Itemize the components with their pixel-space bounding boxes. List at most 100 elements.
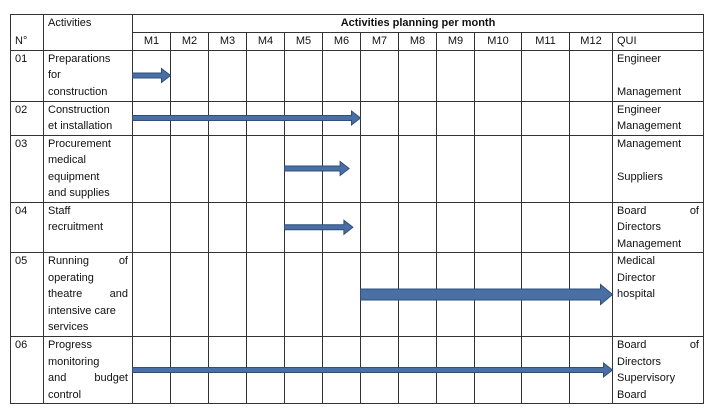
month-header-5: M5 (284, 32, 323, 51)
month-cell (322, 134, 361, 203)
month-cell (208, 134, 247, 203)
qui-cell: Engineer Management (612, 100, 704, 136)
qui-cell: Board of Directors Management (612, 201, 704, 253)
month-header-1: M1 (132, 32, 171, 51)
month-cell (521, 252, 570, 337)
activity-row: 02 Construction et installation Engineer… (10, 100, 704, 136)
month-cell (170, 252, 209, 337)
activity-line: recruitment (48, 221, 104, 233)
row-number: 04 (10, 201, 44, 253)
activity-line: Construction (48, 103, 110, 116)
qui-blank-line (617, 67, 699, 84)
activity-line: operating (48, 271, 94, 284)
month-cell (360, 201, 399, 253)
month-cell (360, 134, 399, 203)
month-cell (208, 336, 247, 404)
month-cell (132, 49, 171, 102)
month-cell (521, 134, 570, 203)
month-header-2: M2 (170, 32, 209, 51)
header-row-months: M1 M2 M3 M4 M5 M6 M7 M8 M9 M10 M11 M12 Q… (11, 32, 704, 51)
month-cell (132, 201, 171, 253)
month-cell (208, 100, 247, 136)
month-cell (284, 336, 323, 404)
activity-row: 06 Progress monitoring and budget contro… (10, 336, 704, 404)
month-cell (521, 49, 570, 102)
month-cell (398, 252, 437, 337)
qui-line: Director (617, 271, 656, 284)
qui-line: Directors (617, 221, 662, 233)
month-cell (398, 100, 437, 136)
month-cell (246, 134, 285, 203)
month-header-7: M7 (360, 32, 399, 51)
month-cell (246, 201, 285, 253)
month-cell (436, 201, 475, 253)
month-cell (360, 49, 399, 102)
activity-row: 05 Running of operating theatre and inte… (10, 252, 704, 337)
month-cell (569, 100, 613, 136)
month-header-12: M12 (569, 32, 613, 51)
activity-cell: Construction et installation (43, 100, 133, 136)
qui-cell: Engineer Management (612, 49, 704, 102)
month-cell (474, 336, 522, 404)
month-cell (132, 100, 171, 136)
month-cell (246, 100, 285, 136)
activity-line: intensive care (48, 304, 116, 317)
activity-line: control (48, 388, 82, 401)
month-cell (284, 201, 323, 253)
qui-line: Board (617, 388, 647, 401)
header-no: N° (10, 14, 44, 51)
month-cell (360, 336, 399, 404)
month-header-4: M4 (246, 32, 285, 51)
month-cell (132, 336, 171, 404)
month-cell (246, 252, 285, 337)
activity-line: medical (48, 154, 86, 166)
month-cell (322, 336, 361, 404)
month-cell (398, 201, 437, 253)
month-cell (569, 336, 613, 404)
qui-line: Management (617, 137, 682, 150)
month-cell (360, 100, 399, 136)
month-cell (322, 201, 361, 253)
activity-cell: Procurement medical equipment and suppli… (43, 134, 133, 203)
activity-line: and budget (48, 372, 128, 384)
qui-line: Management (617, 120, 682, 132)
row-number: 03 (10, 134, 44, 203)
activity-line: Preparations (48, 52, 111, 65)
month-cell (474, 201, 522, 253)
month-cell (284, 100, 323, 136)
header-row-top: N° Activities Activities planning per mo… (10, 14, 704, 51)
qui-line: Medical (617, 255, 655, 267)
month-cell (208, 201, 247, 253)
month-cell (132, 134, 171, 203)
month-cell (474, 252, 522, 337)
activity-cell: Staff recruitment (43, 201, 133, 253)
month-cell (398, 49, 437, 102)
activity-line: et installation (48, 120, 113, 132)
month-cell (521, 100, 570, 136)
month-cell (474, 100, 522, 136)
month-cell (322, 49, 361, 102)
activities-planning-table: N° Activities Activities planning per mo… (10, 14, 704, 404)
month-cell (284, 49, 323, 102)
month-cell (569, 134, 613, 203)
month-cell (521, 201, 570, 253)
qui-line: Engineer (617, 52, 662, 65)
month-cell (322, 252, 361, 337)
activity-line: construction (48, 85, 108, 98)
month-header-11: M11 (521, 32, 570, 51)
qui-line: Management (617, 237, 682, 250)
month-header-3: M3 (208, 32, 247, 51)
activity-line: Progress (48, 339, 93, 351)
qui-line: Board of (617, 204, 699, 217)
month-header-8: M8 (398, 32, 437, 51)
month-cell (436, 336, 475, 404)
activity-row: 04 Staff recruitment Board of Directors … (10, 201, 704, 253)
month-cell (208, 49, 247, 102)
month-cell (474, 134, 522, 203)
qui-line: Board of (617, 339, 699, 351)
month-cell (322, 100, 361, 136)
month-cell (170, 201, 209, 253)
qui-cell: Medical Director hospital (612, 252, 704, 337)
month-cell (208, 252, 247, 337)
month-cell (170, 336, 209, 404)
